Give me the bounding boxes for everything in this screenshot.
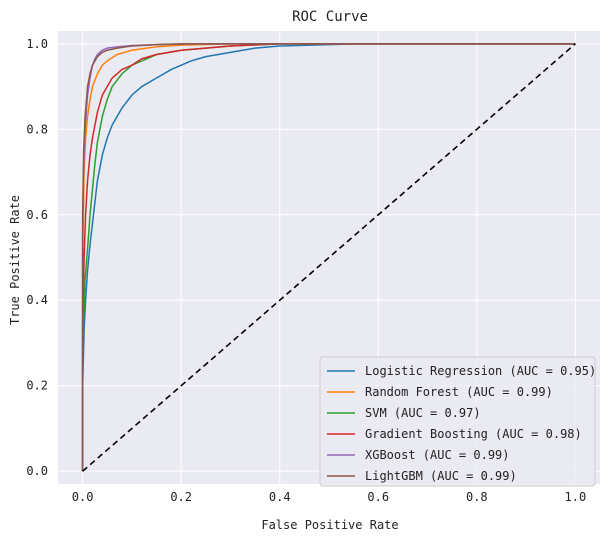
y-tick-label: 0.6 [26,208,48,222]
legend-label: Random Forest (AUC = 0.99) [365,385,553,399]
series-line [81,43,576,472]
legend-label: SVM (AUC = 0.97) [365,406,481,420]
x-tick-label: 0.0 [72,490,94,504]
x-tick-label: 0.4 [269,490,291,504]
legend-label: XGBoost (AUC = 0.99) [365,448,510,462]
y-tick-label: 0.4 [26,293,48,307]
y-tick-labels: 0.0 0.2 0.4 0.6 0.8 1.0 [26,37,48,478]
y-tick-label: 0.0 [26,464,48,478]
x-tick-label: 0.6 [367,490,389,504]
y-tick-label: 0.2 [26,379,48,393]
legend-label: Logistic Regression (AUC = 0.95) [365,364,596,378]
x-tick-label: 0.8 [466,490,488,504]
legend-label: LightGBM (AUC = 0.99) [365,469,517,483]
legend-label: Gradient Boosting (AUC = 0.98) [365,427,582,441]
reference-diagonal-line [82,43,576,472]
series-lines [81,43,576,472]
y-tick-label: 1.0 [26,37,48,51]
chart-title: ROC Curve [292,9,368,25]
x-axis-title: False Positive Rate [261,518,398,532]
y-axis-title: True Positive Rate [8,195,22,325]
x-tick-label: 1.0 [565,490,587,504]
y-tick-label: 0.8 [26,122,48,136]
x-tick-label: 0.2 [170,490,192,504]
series-line [81,43,576,472]
legend-box [319,356,596,487]
legend: Logistic Regression (AUC = 0.95) Random F… [319,356,596,487]
series-line [81,43,576,472]
x-tick-labels: 0.0 0.2 0.4 0.6 0.8 1.0 [72,490,586,504]
series-line [81,43,576,472]
